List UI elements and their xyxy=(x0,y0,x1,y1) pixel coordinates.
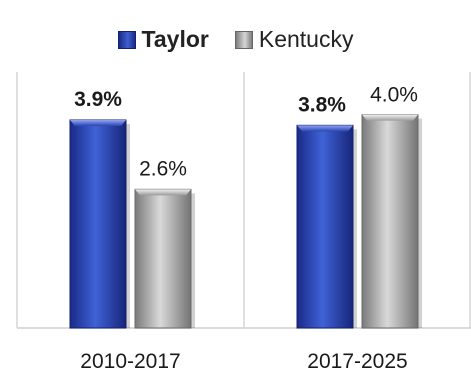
data-label-kentucky-2010-2017: 2.6% xyxy=(139,157,187,180)
legend-swatch-taylor xyxy=(117,30,136,49)
legend-label-kentucky: Kentucky xyxy=(258,26,354,52)
legend-label-taylor: Taylor xyxy=(141,26,209,52)
bar-cap xyxy=(297,125,353,132)
legend-item-taylor: Taylor xyxy=(117,26,209,53)
data-label-taylor-2017-2025: 3.8% xyxy=(298,93,346,116)
data-label-kentucky-2017-2025: 4.0% xyxy=(370,84,418,107)
bar-cap xyxy=(135,189,191,196)
data-label-taylor-2010-2017: 3.9% xyxy=(74,88,122,111)
bar-kentucky-2017-2025 xyxy=(361,114,419,329)
x-tick-label: 2017-2025 xyxy=(307,350,407,372)
legend-item-kentucky: Kentucky xyxy=(234,26,354,53)
bar-cap xyxy=(70,120,126,126)
x-tick-label: 2010-2017 xyxy=(80,350,180,372)
bar-cap xyxy=(362,114,418,121)
bar-kentucky-2010-2017 xyxy=(134,188,192,329)
legend-swatch-kentucky xyxy=(234,30,253,49)
legend: Taylor Kentucky xyxy=(0,26,471,53)
bar-taylor-2010-2017 xyxy=(69,119,127,329)
bar-taylor-2017-2025 xyxy=(296,124,354,329)
